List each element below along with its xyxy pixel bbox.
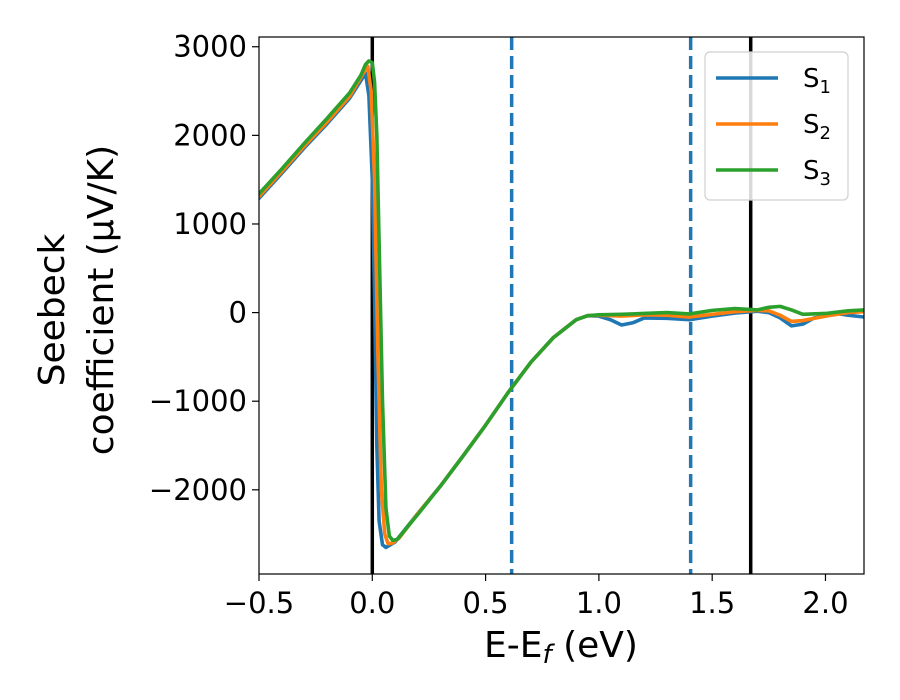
series-line-s3: [259, 59, 864, 543]
y-tick-label-2: 0: [229, 296, 247, 330]
x-axis-label-main: E-E: [484, 625, 542, 666]
legend-entries: S1 S2 S3: [716, 64, 831, 190]
y-ticks: −2000 −1000 0 1000 2000 3000: [149, 30, 259, 507]
x-tick-label-1: 0.0: [349, 586, 395, 620]
x-tick-label-0: −0.5: [224, 586, 294, 620]
x-axis-label-unit: (eV): [552, 625, 638, 666]
x-tick-label-4: 1.5: [689, 586, 735, 620]
legend-label-s1: S1: [803, 64, 831, 98]
plot-frame: [258, 36, 865, 575]
x-axis-label: E-Ef (eV): [484, 625, 638, 670]
legend-box: [704, 51, 849, 201]
y-tick-label-5: 3000: [173, 30, 247, 64]
y-tick-label-0: −2000: [149, 473, 247, 507]
vlines-layer: [370, 37, 753, 574]
y-tick-label-3: 1000: [173, 207, 247, 241]
y-axis-label-line1: Seebeck: [32, 233, 73, 386]
x-tick-label-3: 1.0: [576, 586, 622, 620]
series-layer: [259, 59, 864, 550]
x-tick-label-5: 2.0: [802, 586, 848, 620]
y-axis-label-line2: coefficient (μV/K): [81, 145, 122, 455]
y-tick-label-4: 2000: [173, 118, 247, 152]
legend-label-s2: S2: [803, 110, 831, 144]
y-tick-label-1: −1000: [149, 384, 247, 418]
x-ticks: −0.5 0.0 0.5 1.0 1.5 2.0: [224, 574, 849, 620]
legend: S1 S2 S3: [704, 51, 849, 201]
legend-label-s3: S3: [803, 156, 831, 190]
x-tick-label-2: 0.5: [463, 586, 509, 620]
